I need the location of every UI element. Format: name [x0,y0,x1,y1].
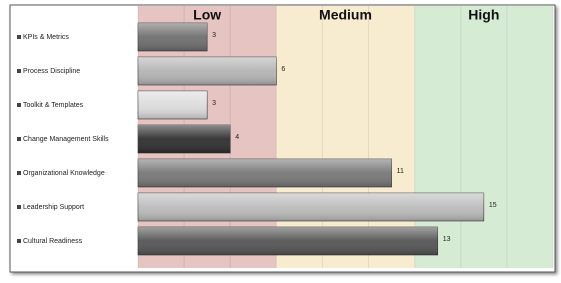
bar-gloss [138,193,484,221]
category-label: Toolkit & Templates [23,102,84,109]
band-label: High [468,7,499,23]
bar-gloss [138,125,231,153]
category-label: Process Discipline [23,68,80,75]
value-label: 3 [212,32,216,39]
bar-gloss [138,91,208,119]
bar-gloss [138,57,277,85]
bar-gloss [138,159,392,187]
band [276,6,415,268]
band-label: Medium [319,7,372,23]
category-label: Change Management Skills [23,136,109,143]
category-label: KPIs & Metrics [23,34,69,41]
value-label: 11 [397,168,404,175]
category-icon [17,137,21,141]
category-icon [17,171,21,175]
category-label: Leadership Support [23,204,84,211]
category-label: Organizational Knowledge [23,170,105,177]
value-label: 4 [235,134,239,141]
category-icon [17,103,21,107]
category-icon [17,239,21,243]
category-icon [17,35,21,39]
band [414,6,553,268]
band-label: Low [193,7,221,23]
bar-gloss [138,227,438,255]
value-label: 13 [443,236,451,243]
value-label: 15 [489,202,497,209]
category-label: Cultural Readiness [23,238,83,245]
category-icon [17,69,21,73]
bar-gloss [138,23,208,51]
value-label: 6 [281,66,285,73]
plot: Low Medium High 3 KPIs & Metrics 6 Process Dis… [17,6,554,268]
value-label: 3 [212,100,216,107]
category-icon [17,205,21,209]
